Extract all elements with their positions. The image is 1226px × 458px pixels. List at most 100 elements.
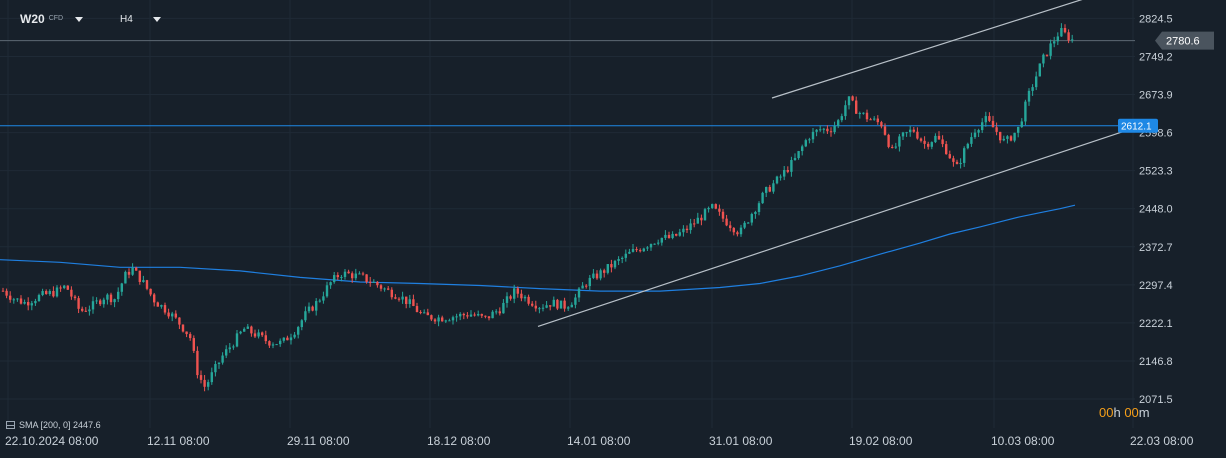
timeframe-selector[interactable]: H4 [120, 10, 161, 28]
candle-body [160, 305, 163, 307]
candle-body [1067, 32, 1070, 41]
candle [1020, 118, 1023, 128]
candle [30, 300, 33, 311]
candle [264, 330, 267, 344]
candle [855, 96, 858, 114]
candle-body [873, 118, 876, 120]
candle [829, 127, 833, 137]
candle [275, 343, 278, 346]
candle [124, 270, 127, 284]
chevron-down-icon[interactable] [152, 16, 161, 22]
candle [772, 180, 775, 194]
candle [786, 166, 789, 174]
candle-body [631, 249, 635, 252]
candle-body [347, 271, 350, 274]
candle-body [916, 131, 919, 139]
candle-body [1024, 101, 1027, 122]
candle-body [455, 316, 458, 318]
y-tick-label: 2448.0 [1139, 204, 1173, 216]
candle [588, 274, 591, 290]
y-tick-label: 2372.7 [1139, 242, 1173, 254]
candle [1053, 36, 1056, 48]
candle [707, 206, 710, 213]
candle [73, 294, 77, 301]
candle [549, 305, 552, 311]
candle-body [833, 125, 836, 133]
candle [660, 237, 663, 246]
x-tick-label: 19.02 08:00 [849, 434, 913, 448]
indicator-settings-icon[interactable] [6, 421, 15, 429]
candle [397, 297, 401, 302]
candle [509, 294, 512, 301]
candle-body [808, 139, 811, 141]
candle-body [473, 314, 476, 316]
trendline [771, 0, 1083, 99]
candle [804, 138, 807, 148]
candle [243, 327, 246, 332]
candle-body [102, 299, 105, 305]
candle [610, 259, 613, 273]
candle-body [88, 309, 91, 312]
candle-body [390, 289, 393, 298]
candle-body [142, 280, 145, 283]
candle-body [743, 222, 746, 228]
candle-body [243, 328, 246, 332]
candle [322, 291, 325, 304]
indicator-legend[interactable]: SMA [200, 0] 2447.6 [6, 420, 101, 430]
candle [171, 311, 174, 322]
candle [966, 142, 969, 150]
candle-body [610, 264, 613, 268]
candle [430, 314, 433, 322]
candle [768, 184, 771, 193]
candle [257, 329, 260, 339]
candle-body [523, 296, 527, 299]
candle-body [840, 116, 843, 121]
candle-body [761, 192, 764, 204]
countdown-hours: 00 [1099, 405, 1114, 420]
candle [1027, 88, 1031, 106]
chevron-down-icon[interactable] [75, 16, 84, 22]
candle [451, 315, 455, 325]
candle [862, 112, 865, 115]
candle-body [941, 139, 944, 145]
candle [354, 268, 357, 281]
candle-body [685, 228, 689, 231]
candle-body [991, 120, 995, 128]
candle-body [919, 138, 923, 141]
candle [977, 128, 980, 137]
candle-body [279, 340, 282, 345]
candle-body [657, 242, 660, 244]
candle [358, 271, 361, 275]
candle-body [365, 274, 368, 282]
candle [952, 155, 955, 167]
candle [606, 264, 609, 275]
candle [412, 294, 415, 307]
candle [923, 136, 926, 149]
candle [779, 174, 782, 181]
candle [293, 331, 296, 339]
symbol-selector[interactable]: W20 CFD [20, 10, 84, 28]
candle [815, 129, 818, 137]
candle [59, 285, 62, 292]
candle [387, 285, 390, 291]
candle [783, 165, 786, 181]
candle-body [459, 313, 462, 317]
candle [16, 298, 19, 302]
candle-body [689, 223, 692, 231]
candle [657, 239, 660, 246]
candle [52, 286, 55, 298]
candle [1006, 135, 1009, 144]
candle-body [361, 273, 365, 275]
candle-body [549, 305, 552, 307]
candle-body [63, 285, 66, 289]
candle-body [847, 96, 851, 106]
candle-body [826, 128, 829, 132]
candle [491, 310, 494, 319]
candle-body [1063, 28, 1067, 33]
level-price-tag [1118, 118, 1158, 133]
candle-body [253, 333, 257, 337]
candle-body [469, 314, 473, 317]
candle [1017, 126, 1020, 138]
candle [45, 289, 48, 295]
